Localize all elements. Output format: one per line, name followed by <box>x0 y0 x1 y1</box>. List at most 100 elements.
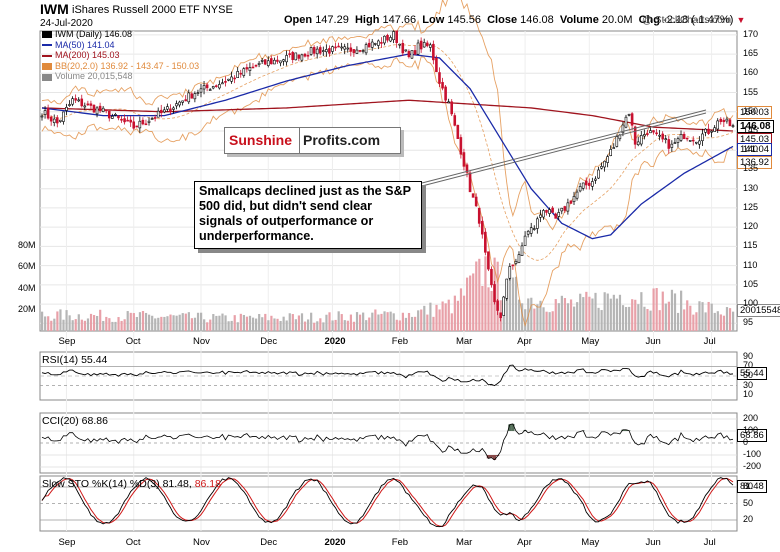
volume-bar <box>560 295 563 331</box>
pane-frame-1 <box>39 351 738 401</box>
candle-body <box>331 46 334 52</box>
candle-body <box>441 82 444 89</box>
candle-body <box>233 77 236 80</box>
candle-body <box>150 118 154 120</box>
candle-body <box>328 48 331 54</box>
candle-body <box>536 218 539 229</box>
price-tick-label: 170 <box>743 28 759 39</box>
candle-body <box>594 178 597 181</box>
month-label: Mar <box>455 537 473 548</box>
volume-bar <box>221 313 224 331</box>
volume-bar <box>319 318 322 331</box>
volume-bar <box>178 314 181 331</box>
legend-text: BB(20,2.0) 136.92 - 143.47 - 150.03 <box>55 60 200 71</box>
candle-body <box>74 98 77 101</box>
candle-body <box>407 51 411 58</box>
candle-body <box>499 312 502 319</box>
volume-bar <box>698 301 701 331</box>
candle-body <box>358 50 362 52</box>
legend-item: MA(200) 145.03 <box>42 50 199 61</box>
month-label: Jun <box>645 537 661 548</box>
volume-bar <box>521 303 524 331</box>
volume-bar <box>89 313 93 331</box>
candle-body <box>615 136 619 147</box>
volume-bar <box>722 315 726 331</box>
volume-bar <box>533 308 536 331</box>
volume-bar <box>624 307 628 331</box>
legend-item: Volume 20,015,548 <box>42 71 199 82</box>
volume-bar <box>686 300 689 331</box>
volume-bar <box>423 305 426 331</box>
candle-body <box>230 76 233 82</box>
volume-bar <box>514 276 518 331</box>
volume-bar <box>704 312 707 331</box>
candle-body <box>658 134 661 137</box>
volume-bar <box>582 297 585 331</box>
candle-body <box>609 149 612 156</box>
volume-bar <box>307 319 310 331</box>
logo-text-a: Sunshine <box>229 132 293 148</box>
volume-bar <box>59 309 62 331</box>
candle-body <box>208 89 212 91</box>
rsi-tick-label: 30 <box>743 379 754 390</box>
volume-bar <box>395 319 398 331</box>
volume-bar <box>255 318 258 331</box>
rsi-badge: 55.44 <box>737 367 767 381</box>
candle-body <box>661 133 664 140</box>
close-value: 146.08 <box>520 14 554 26</box>
legend-text: Volume 20,015,548 <box>55 71 133 82</box>
volume-bar <box>365 320 368 331</box>
candle-body <box>725 118 729 122</box>
candle-body <box>493 284 496 303</box>
volume-bar <box>551 311 554 331</box>
rsi-line <box>41 364 734 387</box>
month-label: May <box>581 336 600 347</box>
watermark: @ StockCharts.com <box>642 15 732 26</box>
price-tick-label: 155 <box>743 86 759 97</box>
sto-label: Slow STO %K(14) %D(3) 81.48, 86.18 <box>42 478 221 490</box>
candle-body <box>254 64 258 67</box>
volume-bar <box>114 321 117 331</box>
month-label: Sep <box>58 537 76 548</box>
candle-body <box>227 78 230 81</box>
candle-body <box>211 86 215 89</box>
candle-body <box>545 209 548 213</box>
month-label: May <box>581 537 600 548</box>
candle-body <box>667 139 671 149</box>
month-label: Dec <box>260 336 278 347</box>
candle-body <box>477 207 481 224</box>
candle-body <box>190 93 194 99</box>
candle-body <box>392 31 395 41</box>
volume-bar <box>429 302 432 331</box>
candle-body <box>511 264 515 267</box>
candle-body <box>716 120 720 130</box>
price-tick-label: 160 <box>743 67 759 78</box>
candle-body <box>398 43 402 46</box>
legend-item: IWM (Daily) 146.08 <box>42 29 199 40</box>
price-tick-label: 135 <box>743 163 759 174</box>
candle-body <box>147 120 151 123</box>
volume-bar <box>273 318 276 331</box>
candle-body <box>77 99 80 102</box>
candle-body <box>111 115 114 119</box>
volume-bar <box>414 316 417 331</box>
candle-body <box>312 47 316 54</box>
candle-body <box>199 88 203 93</box>
volume-bar <box>233 315 236 331</box>
volume-bar <box>151 315 154 331</box>
volume-bar <box>108 318 111 331</box>
volume-bar <box>261 317 264 331</box>
candle-body <box>517 254 521 263</box>
candle-body <box>380 42 383 44</box>
candle-body <box>444 86 447 101</box>
rsi-tick-label: 10 <box>743 389 754 400</box>
candle-body <box>520 245 524 256</box>
volume-bar <box>68 315 71 331</box>
month-label: Feb <box>391 336 409 347</box>
volume-bar <box>126 311 129 331</box>
rsi-label: RSI(14) 55.44 <box>42 354 108 366</box>
candle-body <box>251 66 255 69</box>
volume-bar <box>337 311 340 331</box>
candle-body <box>141 119 145 125</box>
candle-body <box>722 119 726 123</box>
